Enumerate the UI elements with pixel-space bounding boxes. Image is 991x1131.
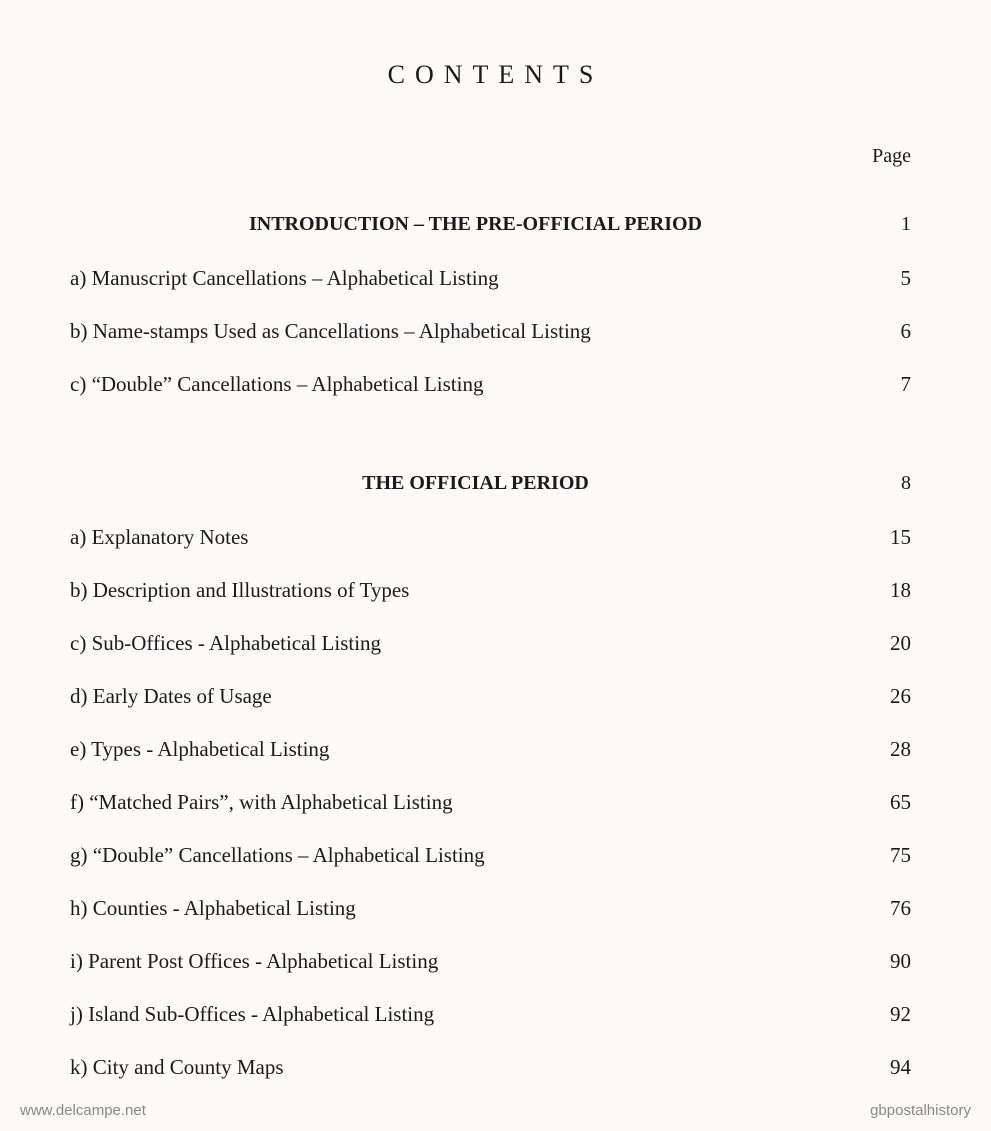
toc-entry-page: 28 [881,737,921,762]
toc-entry-page: 7 [881,372,921,397]
toc-entry: b) Name-stamps Used as Cancellations – A… [70,319,921,344]
toc-entry-page: 18 [881,578,921,603]
section-header-intro: INTRODUCTION – THE PRE-OFFICIAL PERIOD [70,213,881,236]
toc-entry-label: c) Sub-Offices - Alphabetical Listing [70,631,881,656]
toc-entry: f) “Matched Pairs”, with Alphabetical Li… [70,790,921,815]
toc-entry: e) Types - Alphabetical Listing 28 [70,737,921,762]
toc-entry-page: 75 [881,843,921,868]
section-header-intro-page: 1 [881,213,921,236]
toc-entry-label: b) Description and Illustrations of Type… [70,578,881,603]
toc-entry-page: 90 [881,949,921,974]
toc-entry: k) City and County Maps 94 [70,1055,921,1080]
toc-entry: b) Description and Illustrations of Type… [70,578,921,603]
toc-entry: a) Explanatory Notes 15 [70,525,921,550]
toc-entry-label: g) “Double” Cancellations – Alphabetical… [70,843,881,868]
watermark-left: www.delcampe.net [20,1102,146,1119]
toc-entry-label: f) “Matched Pairs”, with Alphabetical Li… [70,790,881,815]
toc-entry-label: e) Types - Alphabetical Listing [70,737,881,762]
toc-entry: j) Island Sub-Offices - Alphabetical Lis… [70,1002,921,1027]
toc-entry-label: c) “Double” Cancellations – Alphabetical… [70,372,881,397]
toc-entry-page: 94 [881,1055,921,1080]
toc-entry-label: i) Parent Post Offices - Alphabetical Li… [70,949,881,974]
toc-entry-page: 26 [881,684,921,709]
toc-entry: g) “Double” Cancellations – Alphabetical… [70,843,921,868]
toc-entry-page: 5 [881,266,921,291]
section-header-row-2: THE OFFICIAL PERIOD 8 [70,472,921,495]
toc-entry-page: 76 [881,896,921,921]
toc-entry-page: 65 [881,790,921,815]
toc-entry: a) Manuscript Cancellations – Alphabetic… [70,266,921,291]
toc-entry: i) Parent Post Offices - Alphabetical Li… [70,949,921,974]
toc-entry-page: 15 [881,525,921,550]
section-header-official: THE OFFICIAL PERIOD [70,472,881,495]
section-header-official-page: 8 [881,472,921,495]
toc-entry-label: a) Manuscript Cancellations – Alphabetic… [70,266,881,291]
toc-entry-label: h) Counties - Alphabetical Listing [70,896,881,921]
toc-entry-page: 92 [881,1002,921,1027]
toc-entry: c) Sub-Offices - Alphabetical Listing 20 [70,631,921,656]
section-header-row-1: INTRODUCTION – THE PRE-OFFICIAL PERIOD 1 [70,213,921,236]
toc-entry-label: d) Early Dates of Usage [70,684,881,709]
toc-entry-label: b) Name-stamps Used as Cancellations – A… [70,319,881,344]
watermark-right: gbpostalhistory [870,1102,971,1119]
toc-entry-label: k) City and County Maps [70,1055,881,1080]
contents-title: CONTENTS [70,60,921,90]
page-column-header: Page [70,145,921,168]
toc-entry-page: 20 [881,631,921,656]
toc-entry: d) Early Dates of Usage 26 [70,684,921,709]
toc-entry-label: a) Explanatory Notes [70,525,881,550]
toc-entry-label: j) Island Sub-Offices - Alphabetical Lis… [70,1002,881,1027]
toc-entry-page: 6 [881,319,921,344]
toc-entry: h) Counties - Alphabetical Listing 76 [70,896,921,921]
toc-entry: c) “Double” Cancellations – Alphabetical… [70,372,921,397]
